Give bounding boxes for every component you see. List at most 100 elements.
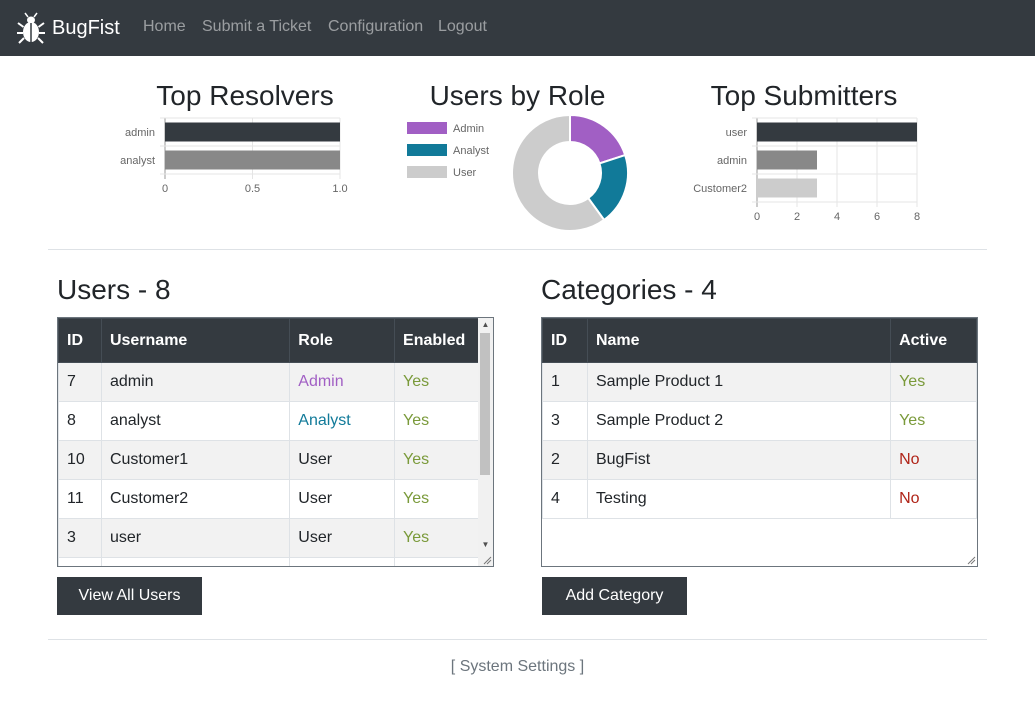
table-row[interactable]: 8 analyst Analyst Yes — [58, 401, 479, 441]
legend-label: Analyst — [453, 145, 489, 157]
cell-username: analyst — [100, 401, 291, 441]
users-table-header: ID Username Role Enabled — [58, 318, 479, 363]
cell-id: 1 — [542, 362, 588, 402]
cell-empty — [58, 557, 102, 566]
cell-active: Yes — [890, 362, 977, 402]
table-row[interactable]: 7 admin Admin Yes — [58, 362, 479, 402]
bar[interactable] — [757, 178, 817, 198]
nav-configuration[interactable]: Configuration — [328, 18, 424, 35]
table-row[interactable]: 3 user User Yes — [58, 518, 479, 558]
x-tick-label: 8 — [914, 211, 920, 223]
top-resolvers-chart: Top Resolvers 0 0.5 1.0 admin analyst — [100, 80, 390, 230]
x-tick-label: 0 — [754, 211, 760, 223]
table-row[interactable] — [58, 557, 479, 566]
cell-role: Analyst — [289, 401, 396, 441]
cell-empty — [100, 557, 291, 566]
nav-submit-ticket[interactable]: Submit a Ticket — [202, 18, 312, 35]
column-header-enabled[interactable]: Enabled — [394, 318, 479, 363]
x-tick-label: 6 — [874, 211, 880, 223]
cell-id: 3 — [58, 518, 102, 558]
users-table-container[interactable]: ID Username Role Enabled 7 admin Admin Yes 8… — [57, 317, 494, 567]
y-tick-label: admin — [125, 127, 155, 139]
bar[interactable] — [165, 122, 340, 142]
nav-logout[interactable]: Logout — [438, 18, 487, 35]
x-tick-label: 0 — [162, 183, 168, 195]
add-category-button[interactable]: Add Category — [542, 577, 687, 615]
cell-active: No — [890, 479, 977, 519]
y-tick-label: Customer2 — [693, 183, 747, 195]
users-table: ID Username Role Enabled 7 admin Admin Yes 8… — [58, 318, 479, 566]
legend-swatch — [407, 144, 447, 156]
cell-id: 10 — [58, 440, 102, 480]
cell-name: Testing — [586, 479, 892, 519]
top-submitters-chart: Top Submitters 0 2 4 6 8 user admin Customer2 — [670, 80, 938, 230]
categories-table: ID Name Active 1 Sample Product 1 Yes 3 Samp… — [542, 318, 977, 519]
brand[interactable]: BugFist — [16, 12, 120, 44]
nav-home[interactable]: Home — [143, 18, 186, 35]
cell-id: 4 — [542, 479, 588, 519]
y-tick-label: user — [726, 127, 748, 139]
y-tick-label: admin — [717, 155, 747, 167]
scroll-down-arrow-icon[interactable]: ▼ — [481, 540, 490, 549]
bug-icon — [17, 12, 45, 44]
column-header-role[interactable]: Role — [289, 318, 396, 363]
navbar: BugFist Home Submit a Ticket Configurati… — [0, 0, 1035, 56]
x-tick-label: 0.5 — [245, 183, 260, 195]
cell-username: Customer1 — [100, 440, 291, 480]
pie-slice[interactable] — [511, 113, 606, 232]
table-row[interactable]: 3 Sample Product 2 Yes — [542, 401, 977, 441]
table-row[interactable]: 10 Customer1 User Yes — [58, 440, 479, 480]
cell-name: BugFist — [586, 440, 892, 480]
cell-id: 7 — [58, 362, 102, 402]
chart-title: Users by Role — [429, 80, 606, 111]
bar[interactable] — [757, 150, 817, 170]
cell-name: Sample Product 1 — [586, 362, 892, 402]
users-scrollbar[interactable]: ▲ ▼ — [478, 318, 493, 566]
chart-title: Top Submitters — [710, 80, 898, 111]
table-row[interactable]: 1 Sample Product 1 Yes — [542, 362, 977, 402]
system-settings-link[interactable]: [ System Settings ] — [450, 658, 585, 675]
pie-slice[interactable] — [569, 113, 627, 165]
legend-swatch — [407, 166, 447, 178]
view-all-users-button[interactable]: View All Users — [57, 577, 202, 615]
categories-table-container[interactable]: ID Name Active 1 Sample Product 1 Yes 3 Samp… — [541, 317, 978, 567]
cell-id: 11 — [58, 479, 102, 519]
scroll-thumb[interactable] — [480, 333, 490, 475]
resize-grip-icon[interactable] — [966, 555, 976, 565]
cell-enabled: Yes — [394, 362, 479, 402]
table-row[interactable]: 4 Testing No — [542, 479, 977, 519]
column-header-active[interactable]: Active — [890, 318, 977, 363]
categories-table-header: ID Name Active — [542, 318, 977, 363]
legend-swatch — [407, 122, 447, 134]
top-submitters-plot: 0 2 4 6 8 user admin Customer2 — [693, 117, 920, 223]
table-row[interactable]: 2 BugFist No — [542, 440, 977, 480]
categories-title: Categories - 4 — [541, 274, 717, 305]
cell-enabled: Yes — [394, 440, 479, 480]
column-header-id[interactable]: ID — [542, 318, 588, 363]
cell-enabled: Yes — [394, 518, 479, 558]
cell-role: User — [289, 518, 396, 558]
x-tick-label: 2 — [794, 211, 800, 223]
cell-username: admin — [100, 362, 291, 402]
column-header-name[interactable]: Name — [586, 318, 892, 363]
cell-active: Yes — [890, 401, 977, 441]
brand-name: BugFist — [52, 16, 120, 39]
cell-username: user — [100, 518, 291, 558]
y-tick-label: analyst — [120, 155, 155, 167]
table-row[interactable]: 11 Customer2 User Yes — [58, 479, 479, 519]
cell-id: 8 — [58, 401, 102, 441]
resize-grip-icon[interactable] — [482, 555, 492, 565]
x-tick-label: 4 — [834, 211, 840, 223]
users-by-role-chart: Users by Role Admin Analyst User — [400, 80, 635, 235]
legend-label: User — [453, 167, 477, 179]
cell-empty — [289, 557, 396, 566]
bar[interactable] — [165, 150, 340, 170]
column-header-id[interactable]: ID — [58, 318, 102, 363]
cell-empty — [394, 557, 479, 566]
divider — [48, 639, 987, 640]
bar[interactable] — [757, 122, 917, 142]
users-title: Users - 8 — [57, 274, 171, 305]
scroll-up-arrow-icon[interactable]: ▲ — [481, 320, 490, 329]
column-header-username[interactable]: Username — [100, 318, 291, 363]
cell-enabled: Yes — [394, 401, 479, 441]
